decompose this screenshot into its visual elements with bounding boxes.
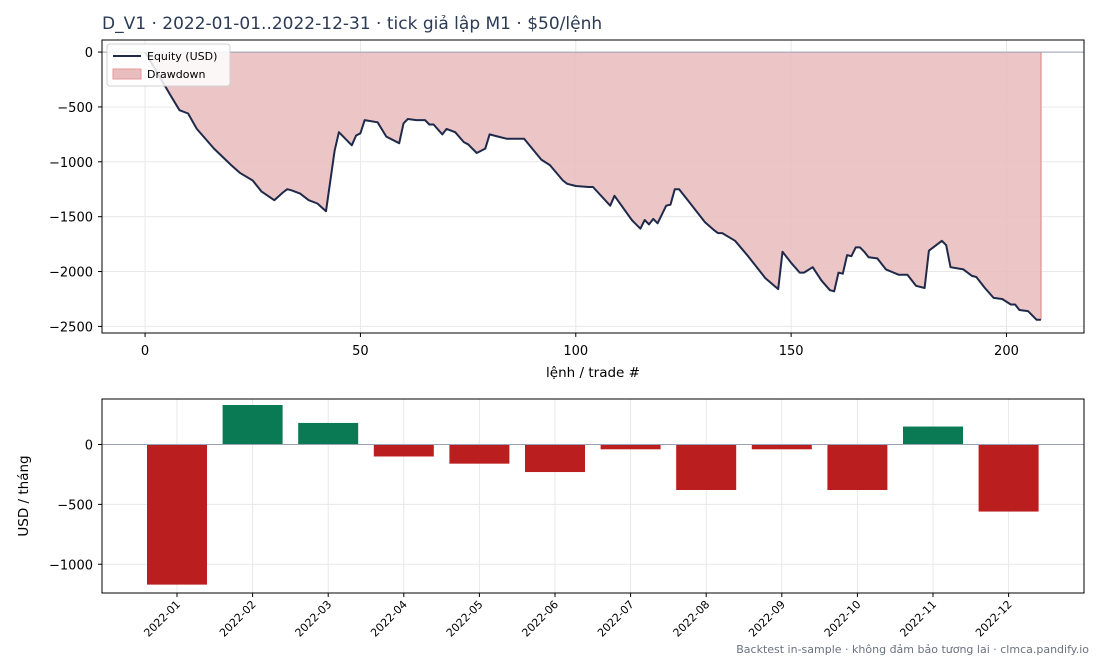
equity-y-tick-label: −2000 (49, 266, 93, 281)
equity-line (144, 51, 1041, 321)
equity-y-tick-label: −2500 (49, 320, 93, 335)
equity-x-tick-label: 0 (141, 344, 149, 359)
monthly-x-tick-label: 2022-03 (293, 598, 335, 640)
figure-title: D_V1 · 2022-01-01..2022-12-31 · tick giả… (102, 14, 602, 34)
monthly-x-tick-label: 2022-11 (897, 598, 939, 640)
monthly-x-tick-label: 2022-02 (217, 598, 259, 640)
monthly-bar (298, 422, 359, 445)
monthly-bar (222, 404, 283, 445)
monthly-x-tick-label: 2022-07 (595, 598, 637, 640)
equity-x-ticks: 0 50 100 150 200 (141, 333, 1019, 359)
equity-line-layer (102, 51, 1084, 321)
monthly-bars (102, 404, 1084, 585)
monthly-y-tick-label: −1000 (49, 558, 93, 573)
drawdown-area-layer (145, 52, 1042, 320)
equity-y-ticks: 0 −500 −1000 −1500 −2000 −2500 (49, 46, 102, 335)
monthly-bar (600, 444, 661, 450)
monthly-x-tick-label: 2022-09 (746, 598, 788, 640)
monthly-bar (373, 444, 434, 457)
monthly-bar (827, 444, 888, 491)
equity-y-tick-label: 0 (85, 46, 93, 61)
monthly-x-tick-label: 2022-04 (368, 598, 410, 640)
monthly-bar (903, 426, 963, 445)
monthly-x-tick-label: 2022-05 (444, 598, 486, 640)
equity-plot-frame (101, 39, 1085, 334)
equity-y-tick-label: −500 (57, 101, 93, 116)
drawdown-area (145, 52, 1041, 320)
legend-equity-label: Equity (USD) (147, 50, 217, 63)
equity-panel: 0 −500 −1000 −1500 −2000 −2500 0 50 100 150 200 l… (49, 39, 1085, 381)
monthly-x-tick-label: 2022-10 (822, 598, 864, 640)
monthly-x-tick-label: 2022-08 (671, 598, 713, 640)
monthly-x-tick-label: 2022-06 (519, 598, 561, 640)
monthly-x-tick-label: 2022-01 (141, 598, 183, 640)
monthly-y-axis-label: USD / tháng (16, 455, 32, 536)
monthly-bar (751, 444, 812, 450)
equity-y-tick-label: −1000 (49, 156, 93, 171)
monthly-y-ticks: 0 −500 −1000 (49, 439, 102, 573)
monthly-x-tick-label: 2022-12 (973, 598, 1015, 640)
equity-x-tick-label: 100 (563, 344, 588, 359)
monthly-y-tick-label: −500 (57, 498, 93, 513)
monthly-bar (147, 444, 207, 585)
footer-disclaimer: Backtest in-sample · không đảm bảo tương… (736, 643, 1089, 656)
monthly-bar (676, 444, 737, 491)
equity-x-axis-label: lệnh / trade # (546, 365, 640, 381)
legend-drawdown-swatch (112, 68, 142, 80)
monthly-bar (449, 444, 510, 464)
monthly-x-ticks: 2022-01 2022-02 2022-03 2022-04 2022-05 2022-… (141, 593, 1015, 640)
monthly-panel: 0−500−1000 2022-01 2022-02 2022-03 2022-04 2… (16, 398, 1085, 640)
equity-y-tick-label: −1500 (49, 211, 93, 226)
monthly-bar (525, 444, 585, 473)
equity-x-tick-label: 50 (352, 344, 369, 359)
legend-drawdown-label: Drawdown (147, 68, 205, 81)
monthly-bar (978, 444, 1039, 512)
monthly-y-tick-label: 0 (85, 439, 93, 454)
legend: Equity (USD) Drawdown (106, 43, 231, 87)
equity-x-tick-label: 150 (779, 344, 804, 359)
monthly-plot-frame (101, 398, 1085, 594)
equity-x-tick-label: 200 (994, 344, 1019, 359)
